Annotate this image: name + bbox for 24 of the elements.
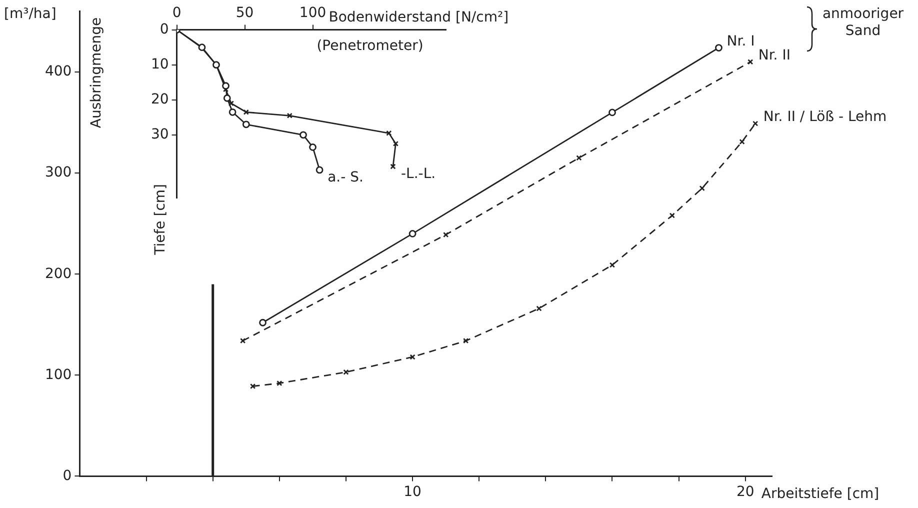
annotation: (Penetrometer): [316, 38, 424, 55]
x-axis-title: Bodenwiderstand [N/cm²]: [328, 9, 509, 26]
text: [m³/ha]: [4, 6, 58, 23]
x-tick-label: 50: [236, 5, 254, 22]
y-tick-label: 400: [44, 64, 72, 80]
series-label: -L.-L.: [400, 166, 436, 182]
text: anmooriger Sand: [821, 6, 905, 40]
y-tick-label: 100: [44, 366, 72, 383]
y-tick-label: 200: [44, 266, 72, 282]
x-tick-label: 0: [172, 5, 182, 22]
x-axis-title: Arbeitstiefe [cm]: [761, 486, 880, 502]
series-label: Nr. II: [758, 48, 790, 64]
y-tick-label: 300: [44, 164, 72, 181]
x-tick-label: 100: [299, 5, 326, 22]
y-tick-label: 20: [150, 92, 169, 108]
series-label: a.- S.: [328, 170, 364, 186]
y-tick-label: 30: [150, 126, 169, 143]
series-label: Nr. I: [726, 33, 755, 50]
y-axis-title: Ausbringmenge: [88, 17, 104, 128]
y-tick-label: 0: [160, 21, 169, 38]
y-tick-label: 0: [62, 468, 72, 484]
y-tick-label: 10: [150, 56, 169, 72]
series-label: Nr. II / Löß - Lehm: [763, 109, 887, 126]
y-axis-title: Tiefe [cm]: [152, 184, 168, 256]
